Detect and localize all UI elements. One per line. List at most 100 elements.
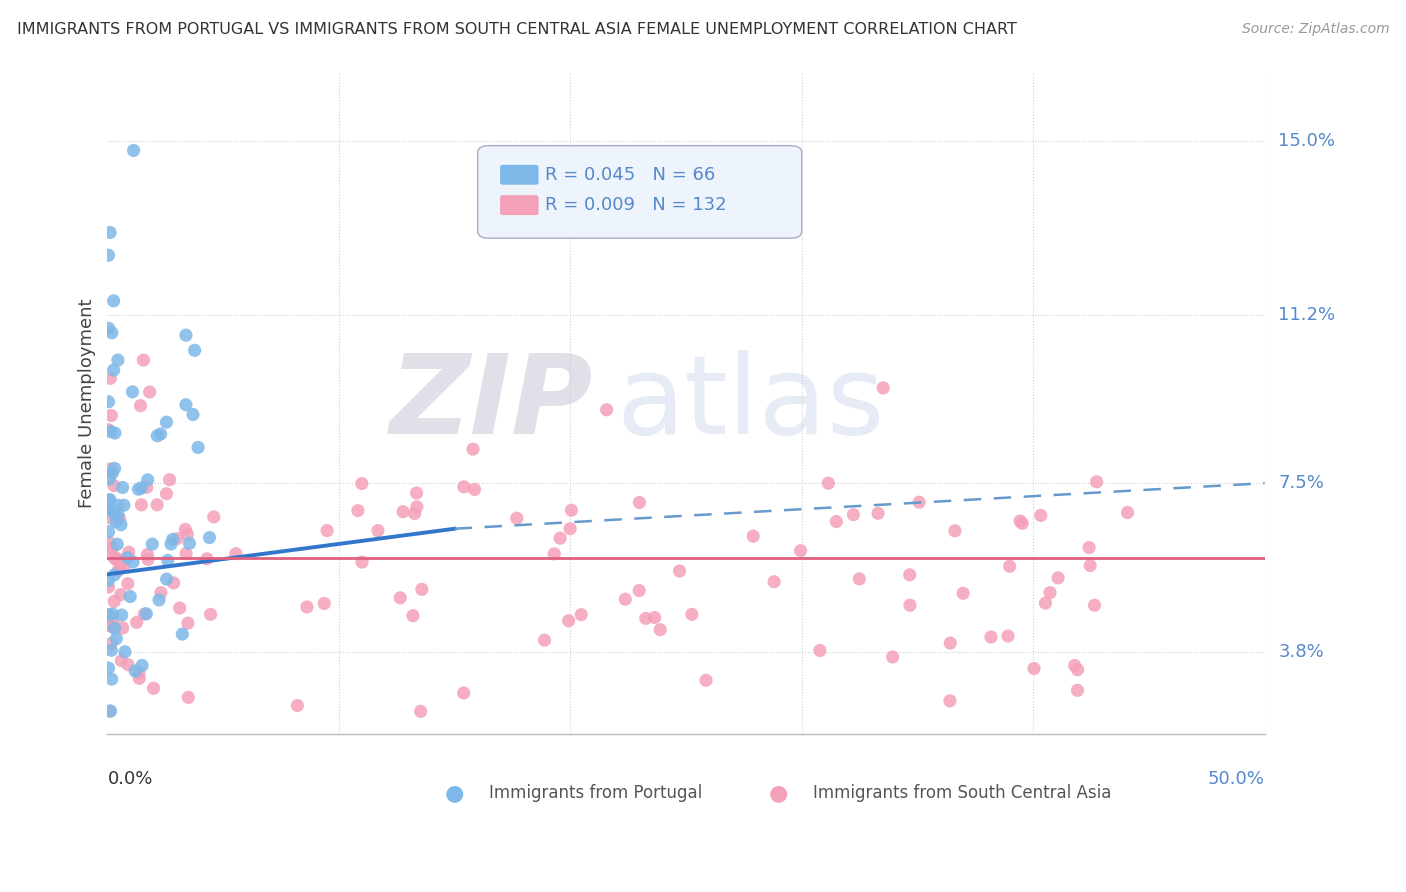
Point: [107, 353, 129, 368]
Point: [103, 551, 125, 566]
Point: [557, 614, 579, 628]
Point: [1047, 571, 1070, 585]
Text: 3.8%: 3.8%: [1278, 643, 1324, 661]
Point: [1010, 514, 1032, 528]
Point: [128, 666, 150, 681]
Point: [350, 476, 373, 491]
Point: [392, 505, 415, 519]
Point: [569, 607, 592, 622]
Point: [997, 629, 1019, 643]
Point: [595, 402, 617, 417]
Point: [169, 601, 191, 615]
Point: [135, 607, 157, 621]
Point: [628, 495, 651, 509]
Point: [198, 531, 221, 545]
Point: [160, 537, 183, 551]
Point: [111, 481, 134, 495]
Point: [136, 473, 159, 487]
Point: [402, 608, 425, 623]
Point: [107, 508, 129, 522]
Point: [560, 503, 582, 517]
Point: [131, 498, 153, 512]
Point: [115, 550, 138, 565]
Point: [149, 427, 172, 442]
Point: [405, 500, 427, 514]
Point: [628, 583, 651, 598]
Point: [174, 398, 197, 412]
Point: [134, 607, 156, 621]
Point: [120, 590, 142, 604]
Point: [97, 574, 120, 588]
Point: [461, 442, 484, 456]
Point: [98, 704, 121, 718]
Point: [1066, 663, 1088, 677]
Point: [295, 599, 318, 614]
Point: [132, 353, 155, 368]
Point: [97, 503, 120, 517]
Point: [142, 681, 165, 696]
Point: [98, 226, 121, 240]
Point: [187, 441, 209, 455]
Text: 7.5%: 7.5%: [1278, 475, 1324, 492]
Point: [952, 586, 974, 600]
Point: [908, 495, 931, 509]
Point: [1011, 516, 1033, 531]
Point: [742, 529, 765, 543]
Point: [97, 607, 120, 622]
Point: [129, 481, 152, 495]
Point: [695, 673, 717, 688]
Point: [100, 643, 122, 657]
Text: 11.2%: 11.2%: [1278, 306, 1336, 324]
Text: ●: ●: [769, 783, 789, 804]
Point: [97, 423, 120, 437]
Point: [202, 510, 225, 524]
Point: [111, 621, 134, 635]
Point: [411, 582, 433, 597]
Point: [174, 522, 197, 536]
Point: [668, 564, 690, 578]
Point: [763, 574, 786, 589]
Point: [112, 498, 135, 512]
Point: [105, 537, 128, 551]
Point: [939, 636, 962, 650]
Point: [100, 511, 122, 525]
Point: [97, 661, 120, 675]
Point: [159, 473, 181, 487]
Point: [101, 541, 124, 556]
Point: [817, 476, 839, 491]
Point: [644, 610, 666, 624]
Point: [181, 408, 204, 422]
Point: [287, 698, 309, 713]
Text: ZIP: ZIP: [389, 350, 593, 457]
Point: [107, 499, 129, 513]
Point: [118, 545, 141, 559]
Point: [105, 632, 128, 646]
Point: [97, 248, 120, 262]
Point: [141, 537, 163, 551]
Point: [122, 144, 145, 158]
Point: [179, 536, 201, 550]
Point: [614, 592, 637, 607]
Point: [103, 594, 125, 608]
Point: [101, 466, 124, 480]
Point: [114, 645, 136, 659]
Point: [872, 381, 894, 395]
Point: [225, 547, 247, 561]
Point: [1083, 599, 1105, 613]
Point: [176, 527, 198, 541]
Point: [808, 643, 831, 657]
Point: [111, 607, 134, 622]
Point: [200, 607, 222, 622]
Point: [107, 564, 129, 578]
Point: [104, 621, 127, 635]
FancyBboxPatch shape: [501, 196, 538, 214]
Point: [136, 552, 159, 566]
Text: Immigrants from Portugal: Immigrants from Portugal: [489, 784, 703, 802]
Text: ●: ●: [444, 783, 464, 804]
Text: Source: ZipAtlas.com: Source: ZipAtlas.com: [1241, 22, 1389, 37]
FancyBboxPatch shape: [478, 145, 801, 238]
Point: [533, 633, 555, 648]
Point: [177, 616, 200, 631]
Point: [101, 326, 124, 340]
Point: [453, 480, 475, 494]
